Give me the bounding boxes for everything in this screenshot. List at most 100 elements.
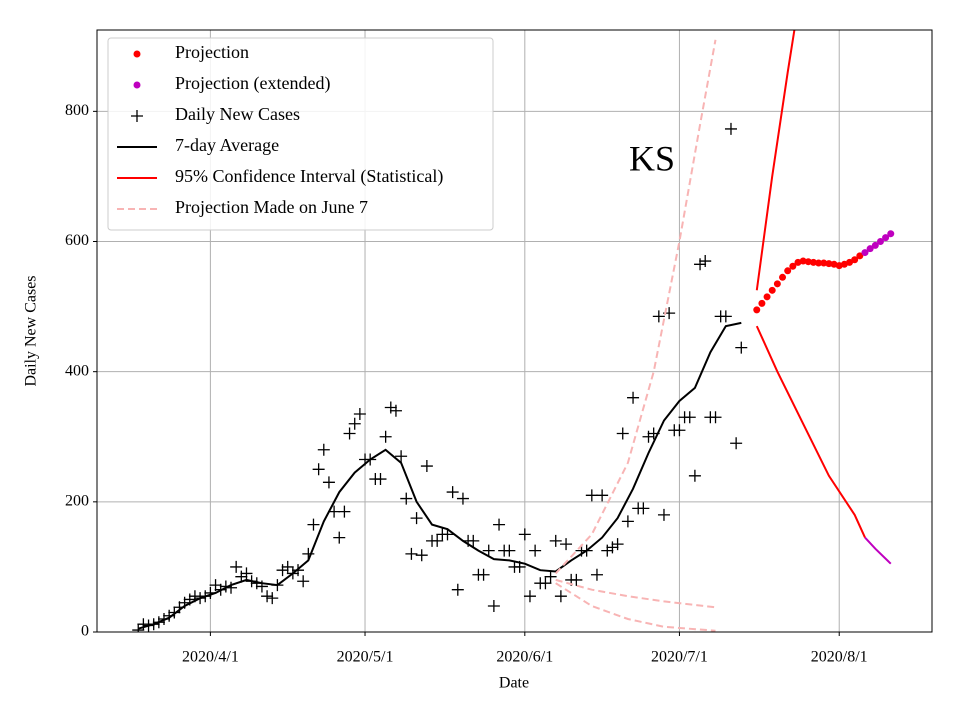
projection-point (856, 252, 864, 260)
y-tick-label: 0 (81, 623, 89, 640)
case-point (611, 538, 624, 551)
x-axis-label: Date (499, 675, 529, 692)
case-point (730, 437, 743, 450)
case-point (544, 570, 557, 583)
legend: Projection Projection (extended) Daily New… (107, 37, 494, 231)
legend-label: 7-day Average (175, 135, 279, 155)
legend-label: Projection (175, 42, 249, 62)
case-point (657, 508, 670, 521)
projection-point (784, 267, 792, 275)
legend-label: Projection Made on June 7 (175, 197, 368, 217)
case-point (230, 560, 243, 573)
case-point (601, 544, 614, 557)
case-point (596, 489, 609, 502)
x-tick-label: 2020/8/1 (811, 649, 868, 666)
case-point (317, 443, 330, 456)
case-point (446, 486, 459, 499)
case-point (410, 512, 423, 525)
legend-box (107, 37, 494, 231)
projection-point (861, 249, 869, 257)
case-point (652, 310, 665, 323)
case-point (673, 424, 686, 437)
case-point (384, 401, 397, 414)
case-point (405, 547, 418, 560)
line (755, 325, 866, 539)
case-point (307, 518, 320, 531)
projection-point (773, 280, 781, 288)
case-point (529, 544, 542, 557)
projection-point (882, 234, 890, 242)
projection-point (768, 286, 776, 294)
case-point (400, 492, 413, 505)
legend-label: 95% Confidence Interval (Statistical) (175, 166, 443, 187)
case-point (415, 549, 428, 562)
y-axis-label: Daily New Cases (23, 275, 40, 386)
case-point (493, 518, 506, 531)
case-point (606, 541, 619, 554)
case-point (724, 122, 737, 135)
case-point (709, 411, 722, 424)
x-tick-label: 2020/4/1 (182, 649, 239, 666)
projection-point (809, 258, 817, 266)
case-point (456, 492, 469, 505)
projection-point (779, 273, 787, 281)
case-point (322, 476, 335, 489)
projection-point (758, 299, 766, 307)
case-point (297, 575, 310, 588)
case-point (477, 568, 490, 581)
case-point (395, 450, 408, 463)
case-point (266, 592, 279, 605)
legend-marker (133, 81, 141, 89)
case-point (276, 564, 289, 577)
plot-area (132, 30, 895, 632)
projection-point (799, 257, 807, 265)
projection-point (789, 262, 797, 270)
case-point (240, 567, 253, 580)
x-tick-label: 2020/5/1 (337, 649, 394, 666)
case-point (585, 489, 598, 502)
projection-point (753, 306, 761, 314)
case-point (637, 502, 650, 515)
case-point (487, 599, 500, 612)
case-point (523, 590, 536, 603)
case-point (503, 544, 516, 557)
dashed-line (555, 578, 716, 609)
legend-marker (133, 50, 141, 58)
case-point (621, 515, 634, 528)
x-tick-label: 2020/6/1 (496, 649, 553, 666)
dashed-line (554, 39, 717, 575)
case-point (616, 427, 629, 440)
case-point (168, 606, 181, 619)
line (864, 536, 892, 565)
annotation: KS (629, 138, 675, 178)
case-point (539, 577, 552, 590)
case-point (560, 538, 573, 551)
case-point (549, 534, 562, 547)
case-point (482, 544, 495, 557)
case-point (379, 430, 392, 443)
case-point (554, 590, 567, 603)
case-point (683, 411, 696, 424)
legend-label: Daily New Cases (175, 104, 300, 124)
plot-frame (96, 29, 933, 633)
case-point (735, 341, 748, 354)
case-point (627, 391, 640, 404)
case-point (343, 427, 356, 440)
y-tick-label: 400 (65, 362, 89, 379)
y-tick-label: 800 (65, 102, 89, 119)
case-point (688, 469, 701, 482)
case-point (333, 531, 346, 544)
y-tick-label: 600 (65, 232, 89, 249)
case-point (694, 258, 707, 271)
projection-point (876, 238, 884, 246)
projection-point (866, 245, 874, 253)
line (755, 30, 796, 291)
x-tick-label: 2020/7/1 (651, 649, 708, 666)
case-point (261, 590, 274, 603)
case-point (590, 568, 603, 581)
legend-label: Projection (extended) (175, 73, 330, 94)
projection-point (887, 230, 895, 238)
case-point (518, 528, 531, 541)
y-tick-label: 200 (65, 493, 89, 510)
